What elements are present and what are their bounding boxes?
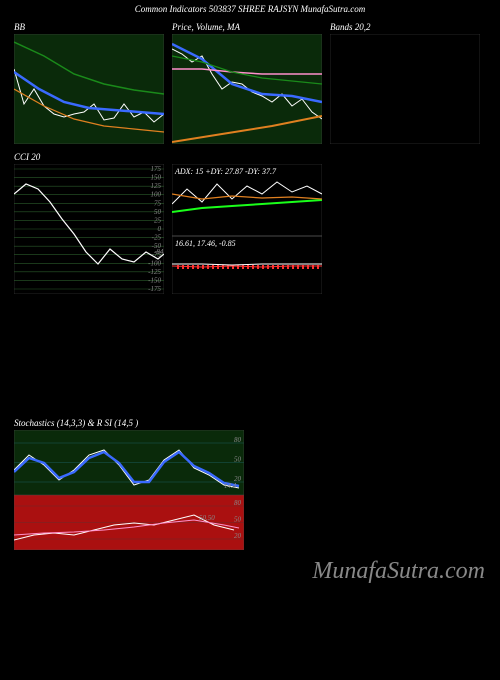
chart-adx-svg: ADX: 15 +DY: 27.87 -DY: 37.7 16.61, 17.46… [172,164,322,294]
svg-text:150: 150 [151,174,162,182]
chart-bb-title: BB [14,22,164,32]
svg-text:-100: -100 [148,259,161,267]
svg-text:75: 75 [154,199,162,207]
chart-bands: Bands 20,2 [330,22,480,144]
chart-grid: BB Price, Volume, MA Bands 20,2 CCI 20 -… [0,18,500,298]
chart-cci-svg: -175-150-125-100-75-50-25025507510012515… [14,164,164,294]
chart-bands-svg [330,34,480,144]
svg-text:50: 50 [234,456,242,464]
svg-text:80: 80 [234,499,242,507]
svg-text:80: 80 [234,436,242,444]
lower-charts: Stochastics (14,3,3) & R SI (14,5 ) 20 50… [0,418,500,550]
svg-text:-25: -25 [152,234,162,242]
chart-rsi-svg: 20 50 80 50.50 [14,495,244,550]
watermark: MunafaSutra.com [312,558,485,585]
svg-text:0: 0 [158,225,162,233]
chart-adx-macd: ADX: 15 +DY: 27.87 -DY: 37.7 16.61, 17.46… [172,152,322,294]
svg-text:175: 175 [151,165,162,173]
svg-text:20: 20 [234,532,242,540]
chart-bands-title: Bands 20,2 [330,22,480,32]
svg-text:ADX: 15 +DY: 27.87 -DY: 37.7: ADX: 15 +DY: 27.87 -DY: 37.7 [174,167,277,176]
chart-stoch-svg: 20508014.4 [14,430,244,495]
chart-price-ma: Price, Volume, MA [172,22,322,144]
chart-adx-title [172,152,322,162]
svg-text:50: 50 [154,208,162,216]
chart-price-svg [172,34,322,144]
chart-cci: CCI 20 -175-150-125-100-75-50-2502550751… [14,152,164,294]
chart-bb: BB [14,22,164,144]
svg-text:14.4: 14.4 [224,482,237,490]
svg-text:25: 25 [154,216,162,224]
chart-price-ma-title: Price, Volume, MA [172,22,322,32]
svg-text:100: 100 [151,191,162,199]
chart-cci-title: CCI 20 [14,152,164,162]
page-title: Common Indicators 503837 SHREE RAJSYN Mu… [0,0,500,18]
svg-text:50.50: 50.50 [199,514,215,522]
svg-text:-150: -150 [148,276,161,284]
svg-text:50: 50 [234,516,242,524]
svg-text:-84: -84 [154,248,164,256]
svg-text:16.61, 17.46, -0.85: 16.61, 17.46, -0.85 [175,239,236,248]
svg-text:-125: -125 [148,268,161,276]
chart-bb-svg [14,34,164,144]
svg-text:125: 125 [151,182,162,190]
svg-text:-175: -175 [148,285,161,293]
chart-stoch-title: Stochastics (14,3,3) & R SI (14,5 ) [14,418,484,428]
